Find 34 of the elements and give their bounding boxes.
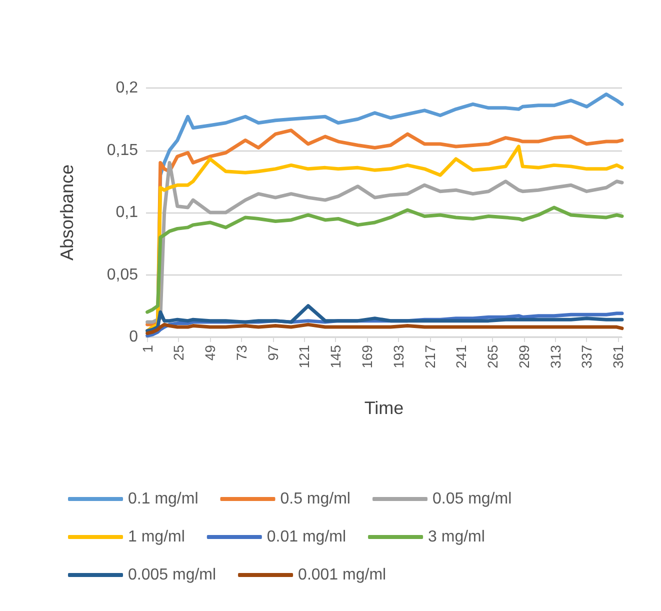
x-tick-label: 337 <box>578 344 595 368</box>
legend-label: 0.01 mg/ml <box>266 528 346 546</box>
y-tick-label: 0 <box>129 328 138 346</box>
legend-label: 0.1 mg/ml <box>128 490 198 508</box>
x-tick-label: 241 <box>453 344 470 368</box>
x-tick-label: 169 <box>359 344 375 368</box>
legend-label: 0.5 mg/ml <box>280 490 350 508</box>
y-tick-label: 0,1 <box>116 204 138 221</box>
y-tick-label: 0,05 <box>106 266 138 284</box>
line-series <box>146 322 624 336</box>
x-tick-label: 97 <box>264 344 281 361</box>
legend-label: 1 mg/ml <box>128 528 185 546</box>
y-axis-title: Absorbance <box>57 164 77 261</box>
line-series <box>146 304 624 333</box>
x-tick-label: 289 <box>516 344 532 368</box>
y-tick-label: 0,15 <box>106 142 138 159</box>
x-tick-label: 361 <box>610 344 626 368</box>
x-tick-label: 193 <box>390 344 406 368</box>
x-tick-label: 73 <box>233 344 250 361</box>
x-axis-title: Time <box>364 398 404 418</box>
legend-label: 0.001 mg/ml <box>298 566 386 584</box>
y-tick-label: 0,2 <box>116 80 138 96</box>
x-tick-label: 145 <box>328 344 344 368</box>
x-tick-label: 265 <box>484 344 501 368</box>
x-tick-label: 1 <box>139 344 156 353</box>
legend-label: 0.05 mg/ml <box>432 490 512 508</box>
x-tick-label: 313 <box>547 344 564 368</box>
legend-label: 3 mg/ml <box>428 528 485 546</box>
x-tick-label: 217 <box>422 344 438 368</box>
x-tick-label: 49 <box>202 344 218 361</box>
legend-label: 0.005 mg/ml <box>128 566 216 584</box>
x-tick-label: 25 <box>170 344 187 361</box>
line-series <box>146 206 624 314</box>
x-tick-label: 121 <box>296 344 312 368</box>
